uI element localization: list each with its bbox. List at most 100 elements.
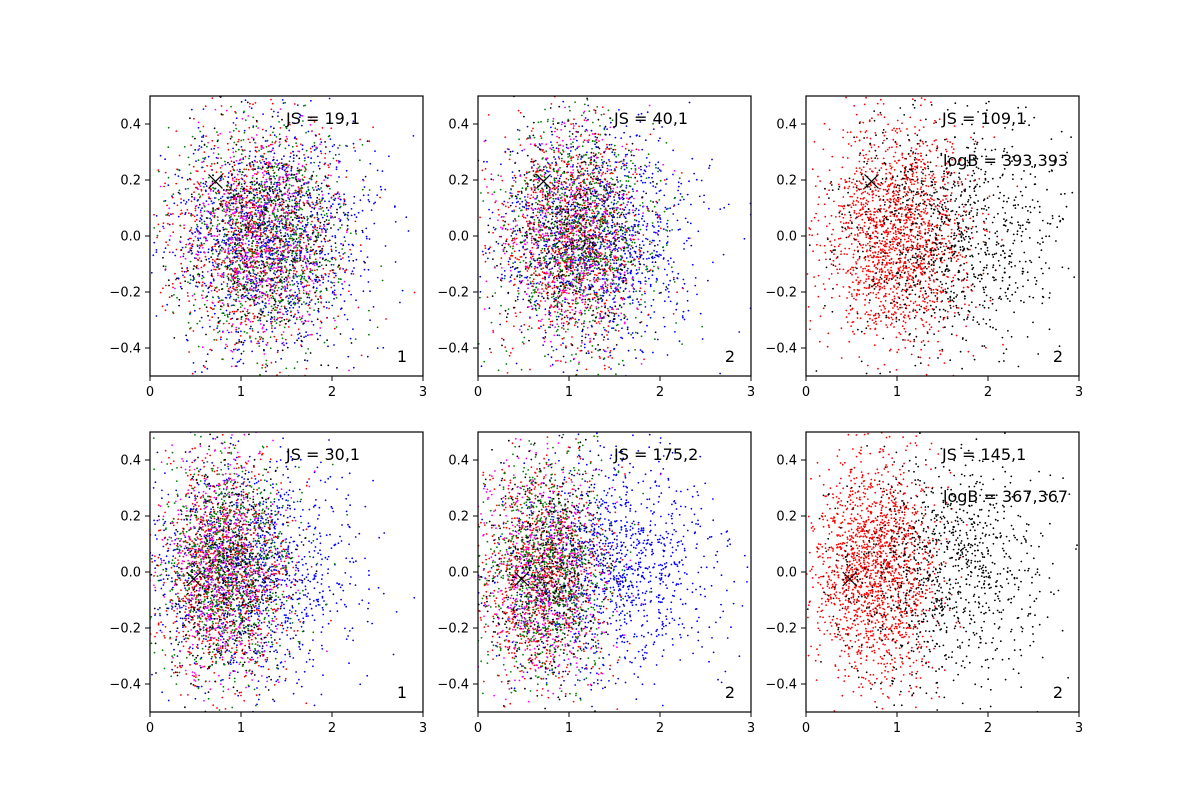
scatter-point xyxy=(634,164,636,167)
scatter-point xyxy=(199,195,202,198)
scatter-point xyxy=(179,240,181,243)
scatter-point xyxy=(271,102,274,105)
scatter-point xyxy=(274,230,277,233)
scatter-point xyxy=(240,253,242,256)
scatter-point xyxy=(227,221,230,224)
scatter-point xyxy=(332,216,335,219)
scatter-point xyxy=(325,206,328,209)
scatter-point xyxy=(278,145,281,147)
scatter-point xyxy=(193,215,196,218)
scatter-point xyxy=(179,224,182,227)
scatter-point xyxy=(268,173,270,176)
scatter-point xyxy=(252,224,254,227)
scatter-point xyxy=(235,207,237,210)
scatter-point xyxy=(270,322,273,325)
scatter-point xyxy=(250,231,253,234)
scatter-point xyxy=(245,270,248,272)
scatter-point xyxy=(259,185,262,187)
scatter-point xyxy=(626,318,629,321)
scatter-point xyxy=(165,241,168,244)
scatter-point xyxy=(274,258,277,260)
scatter-point xyxy=(613,348,615,351)
scatter-point xyxy=(180,201,183,204)
scatter-point xyxy=(576,243,579,246)
scatter-point xyxy=(218,245,220,248)
scatter-point xyxy=(653,249,655,252)
scatter-point xyxy=(261,300,264,303)
scatter-point xyxy=(315,180,318,183)
scatter-point xyxy=(612,320,614,323)
scatter-point xyxy=(280,158,283,161)
scatter-point xyxy=(197,188,199,191)
scatter-point xyxy=(171,223,174,225)
scatter-point xyxy=(230,238,233,241)
scatter-point xyxy=(345,144,347,147)
scatter-point xyxy=(239,190,242,193)
scatter-point xyxy=(276,220,279,223)
scatter-point xyxy=(235,330,238,333)
scatter-point xyxy=(283,245,285,248)
scatter-point xyxy=(153,241,156,244)
scatter-point xyxy=(288,177,291,180)
scatter-point xyxy=(254,226,257,229)
scatter-point xyxy=(284,223,287,226)
scatter-point xyxy=(304,303,307,305)
scatter-point xyxy=(271,289,274,291)
scatter-point xyxy=(270,125,272,128)
scatter-point xyxy=(237,215,240,218)
scatter-point xyxy=(156,234,159,237)
scatter-point xyxy=(517,287,520,289)
scatter-point xyxy=(271,167,274,169)
scatter-point xyxy=(244,205,247,207)
scatter-point xyxy=(236,259,239,262)
scatter-point xyxy=(658,240,661,242)
scatter-point xyxy=(295,203,298,206)
scatter-point xyxy=(612,290,615,292)
scatter-point xyxy=(260,180,263,183)
scatter-point xyxy=(290,173,293,176)
scatter-point xyxy=(276,164,279,167)
scatter-point xyxy=(231,241,234,244)
scatter-point xyxy=(616,192,619,195)
scatter-point xyxy=(282,271,285,274)
scatter-point xyxy=(270,361,273,364)
scatter-point xyxy=(254,273,256,276)
scatter-point xyxy=(365,227,368,230)
scatter-point xyxy=(300,124,303,127)
scatter-point xyxy=(196,181,199,183)
scatter-point xyxy=(248,243,250,246)
scatter-point xyxy=(206,299,209,302)
scatter-point xyxy=(176,296,178,299)
scatter-point xyxy=(326,317,328,319)
scatter-point xyxy=(319,205,322,208)
scatter-point xyxy=(229,188,232,191)
scatter-point xyxy=(210,227,213,230)
scatter-point xyxy=(544,331,547,334)
scatter-point xyxy=(300,216,303,219)
scatter-point xyxy=(319,295,321,298)
scatter-point xyxy=(680,182,683,185)
scatter-point xyxy=(302,120,304,122)
scatter-point xyxy=(178,154,181,157)
scatter-point xyxy=(237,221,240,224)
scatter-point xyxy=(321,247,324,250)
scatter-point xyxy=(250,228,253,230)
scatter-point xyxy=(252,290,255,292)
scatter-point xyxy=(300,249,303,252)
scatter-point xyxy=(273,172,275,175)
scatter-point xyxy=(263,330,266,333)
scatter-point xyxy=(299,199,301,201)
scatter-point xyxy=(204,156,207,159)
scatter-point xyxy=(298,292,301,295)
scatter-point xyxy=(190,244,193,247)
scatter-point xyxy=(310,210,313,213)
scatter-point xyxy=(354,338,357,340)
scatter-point xyxy=(679,193,682,195)
scatter-point xyxy=(250,278,252,281)
scatter-point xyxy=(274,196,276,199)
scatter-point xyxy=(285,238,287,241)
scatter-point xyxy=(216,290,219,293)
scatter-point xyxy=(225,241,228,244)
scatter-point xyxy=(590,216,592,219)
scatter-point xyxy=(162,265,165,268)
